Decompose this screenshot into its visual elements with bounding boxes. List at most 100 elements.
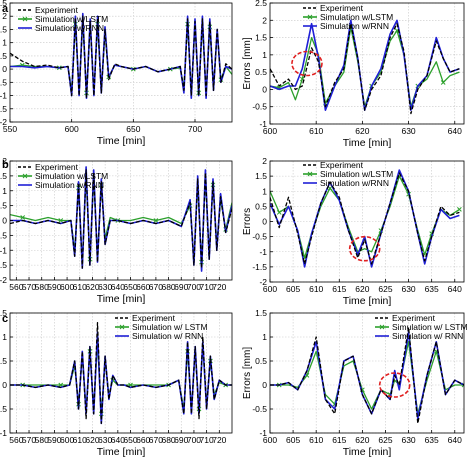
legend-label: Experiment xyxy=(320,3,364,13)
legend-label: Experiment xyxy=(320,160,364,170)
x-tick-label: 610 xyxy=(73,282,87,292)
y-tick-label: 1.5 xyxy=(0,171,7,181)
x-tick-label: 640 xyxy=(448,284,462,294)
legend-label: Simulation w/LSTM xyxy=(320,12,393,22)
legend-label: Simulation w/RNN xyxy=(35,180,104,190)
highlight-circle xyxy=(291,50,323,77)
chart-panel-6: 600 605 610 615 620 625 630 635 640 -1 -0.5 0 0.5 1 1.… xyxy=(242,308,468,458)
lstm-marker xyxy=(276,210,282,215)
y-tick-label: -2 xyxy=(0,275,7,285)
plot-area xyxy=(10,313,232,433)
x-tick-label: 720 xyxy=(212,435,226,445)
axes-frame xyxy=(269,2,465,125)
x-tick-label: 630 xyxy=(401,435,415,445)
y-tick-label: 0.5 xyxy=(255,201,267,211)
x-tick-label: 700 xyxy=(188,124,202,134)
x-tick-label: 625 xyxy=(378,435,392,445)
highlight-circle xyxy=(348,235,381,262)
legend-label: Experiment xyxy=(35,162,79,172)
legend-marker xyxy=(379,324,385,330)
legend-marker xyxy=(22,173,28,179)
legend-label: Simulation w/RNN xyxy=(35,23,104,33)
y-tick-label: 1 xyxy=(262,332,267,342)
y-tick-label: 2 xyxy=(262,15,267,25)
x-tick-label: 605 xyxy=(286,435,300,445)
y-tick-label: -1 xyxy=(0,428,7,438)
x-tick-label: 620 xyxy=(85,435,99,445)
x-tick-label: 615 xyxy=(332,284,346,294)
x-tick-label: 610 xyxy=(73,435,87,445)
y-tick-label: -2 xyxy=(0,117,7,127)
series-line-experiment xyxy=(10,169,232,269)
y-tick-label: -0.5 xyxy=(0,230,7,240)
x-tick-label: 620 xyxy=(85,282,99,292)
y-tick-label: 2 xyxy=(2,156,7,166)
x-tick-label: 580 xyxy=(35,282,49,292)
series-line-experiment xyxy=(270,172,460,265)
y-tick-label: -1 xyxy=(259,119,267,129)
x-tick-label: 710 xyxy=(200,282,214,292)
legend-marker xyxy=(307,14,313,20)
y-tick-label: 2 xyxy=(2,11,7,21)
series-line-simulation-w-lstm xyxy=(270,175,460,259)
y-tick-label: 1.5 xyxy=(255,308,267,318)
x-tick-label: 660 xyxy=(136,435,150,445)
x-tick-label: 660 xyxy=(136,282,150,292)
x-tick-label: 600 xyxy=(263,126,277,136)
y-tick-label: 0 xyxy=(2,216,7,226)
x-tick-label: 570 xyxy=(22,435,36,445)
series-line-experiment xyxy=(270,23,460,115)
x-tick-label: 620 xyxy=(355,126,369,136)
x-tick-label: 600 xyxy=(60,435,74,445)
x-tick-label: 600 xyxy=(263,284,277,294)
y-tick-label: -0.5 xyxy=(252,102,267,112)
panel-label: b xyxy=(2,159,9,171)
legend-label: Experiment xyxy=(132,313,176,323)
x-tick-label: 560 xyxy=(9,435,23,445)
y-tick-label: 0 xyxy=(262,217,267,227)
y-tick-label: -2 xyxy=(259,277,267,287)
y-tick-label: -1 xyxy=(0,91,7,101)
x-tick-label: 630 xyxy=(98,435,112,445)
legend-marker xyxy=(119,324,125,330)
x-tick-label: 625 xyxy=(378,284,392,294)
axes-frame xyxy=(9,2,233,123)
lstm-marker xyxy=(58,218,64,223)
y-tick-label: -0.5 xyxy=(252,404,267,414)
highlight-circle xyxy=(378,372,411,398)
legend-label: Simulation w/ LSTM xyxy=(132,322,208,332)
x-tick-label: 580 xyxy=(35,435,49,445)
y-tick-label: -0.5 xyxy=(0,404,7,414)
x-tick-label: 640 xyxy=(111,282,125,292)
legend-label: Simulation w/RNN xyxy=(320,21,389,31)
axes-frame xyxy=(9,312,233,434)
x-tick-label: 700 xyxy=(187,435,201,445)
x-tick-label: 640 xyxy=(448,126,462,136)
panel-label: a xyxy=(2,3,9,15)
x-axis-label: Time [min] xyxy=(97,293,146,305)
x-tick-label: 560 xyxy=(9,282,23,292)
legend-label: Simulation w/ LSTM xyxy=(392,322,468,332)
y-axis-label: Errors xyxy=(242,208,253,235)
x-tick-label: 690 xyxy=(174,282,188,292)
y-tick-label: 0.5 xyxy=(0,201,7,211)
y-tick-label: 1 xyxy=(262,186,267,196)
y-tick-label: 0.5 xyxy=(0,356,7,366)
x-tick-label: 710 xyxy=(200,435,214,445)
y-axis-label: Errors [mm] xyxy=(242,37,253,89)
y-tick-label: -0.5 xyxy=(0,77,7,87)
y-axis-label: Errors [mm] xyxy=(242,347,253,399)
series-line-experiment xyxy=(10,321,232,425)
x-tick-label: 605 xyxy=(286,284,300,294)
x-tick-label: 635 xyxy=(425,435,439,445)
series-line-experiment xyxy=(10,15,232,99)
x-tick-label: 620 xyxy=(355,284,369,294)
x-tick-label: 600 xyxy=(65,124,79,134)
x-tick-label: 615 xyxy=(332,435,346,445)
data-layer xyxy=(10,321,232,425)
y-tick-label: 1 xyxy=(262,50,267,60)
legend-label: Simulation w/ RNN xyxy=(132,331,203,341)
